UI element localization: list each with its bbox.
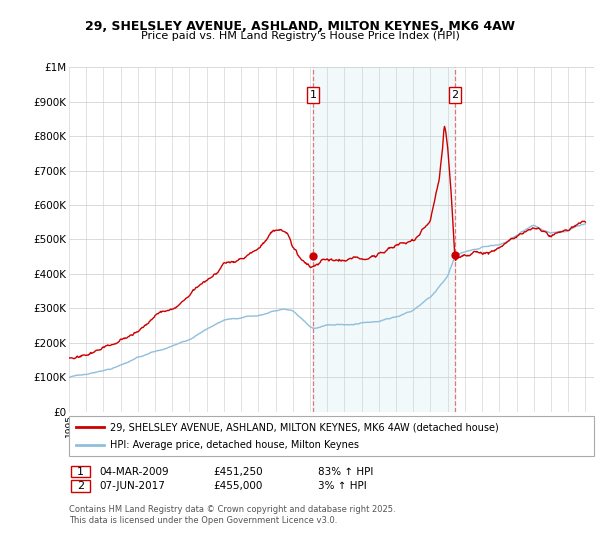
Text: 1: 1 (77, 466, 84, 477)
Text: 83% ↑ HPI: 83% ↑ HPI (318, 466, 373, 477)
Text: 2: 2 (77, 481, 84, 491)
Text: HPI: Average price, detached house, Milton Keynes: HPI: Average price, detached house, Milt… (110, 440, 359, 450)
Text: 2: 2 (452, 90, 458, 100)
Bar (313, 67, 455, 412)
Text: 29, SHELSLEY AVENUE, ASHLAND, MILTON KEYNES, MK6 4AW: 29, SHELSLEY AVENUE, ASHLAND, MILTON KEY… (85, 20, 515, 32)
Text: 1: 1 (310, 90, 316, 100)
Text: £451,250: £451,250 (213, 466, 263, 477)
Text: 3% ↑ HPI: 3% ↑ HPI (318, 481, 367, 491)
Text: £455,000: £455,000 (213, 481, 262, 491)
Text: 29, SHELSLEY AVENUE, ASHLAND, MILTON KEYNES, MK6 4AW (detached house): 29, SHELSLEY AVENUE, ASHLAND, MILTON KEY… (110, 422, 499, 432)
Text: Contains HM Land Registry data © Crown copyright and database right 2025.
This d: Contains HM Land Registry data © Crown c… (69, 505, 395, 525)
Text: 04-MAR-2009: 04-MAR-2009 (99, 466, 169, 477)
Text: Price paid vs. HM Land Registry's House Price Index (HPI): Price paid vs. HM Land Registry's House … (140, 31, 460, 41)
Text: 07-JUN-2017: 07-JUN-2017 (99, 481, 165, 491)
